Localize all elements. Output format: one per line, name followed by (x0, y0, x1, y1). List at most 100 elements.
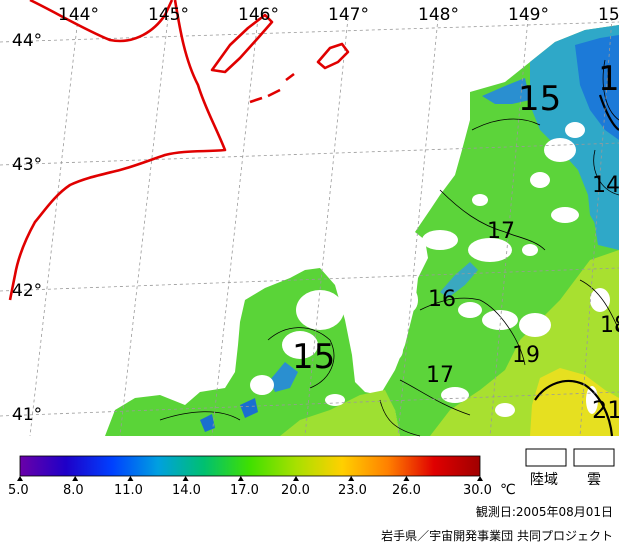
cloud-patch (495, 403, 515, 417)
isotherm-line (579, 279, 619, 331)
cloud-patch (530, 172, 550, 188)
cloud-patch (482, 310, 518, 330)
cloud-patch (250, 375, 274, 395)
sst-cold-spot-sw2 (240, 398, 258, 418)
sst-cold-spot-sw1 (270, 362, 298, 392)
contour-label: 15 (292, 337, 335, 377)
lat-label: 43° (12, 155, 42, 175)
shikotan-island (316, 42, 350, 70)
cloud-patch (325, 394, 345, 406)
colorbar-tick-label: 30.0 (463, 483, 492, 498)
colorbar: 5.0 8.0 11.0 14.0 17.0 20.0 23.0 26.0 30… (8, 455, 516, 498)
contour-label: 14 (592, 173, 619, 198)
colorbar-tick (17, 476, 23, 481)
shiretoko-peninsula (8, 0, 227, 301)
isotherm-line-bold (534, 379, 614, 437)
lon-label: 149° (508, 5, 549, 25)
graticule (0, 17, 619, 437)
colorbar-tick-label: 14.0 (172, 483, 201, 498)
habomai-islets (249, 72, 295, 104)
cloud-patch (468, 238, 512, 262)
isotherm-contours-bold (534, 94, 619, 437)
lat-label: 42° (12, 281, 42, 301)
lon-label: 144° (58, 5, 99, 25)
colorbar-tick-labels: 5.0 8.0 11.0 14.0 17.0 20.0 23.0 26.0 30… (8, 483, 492, 498)
sst-cold-spot-sw3 (200, 414, 215, 432)
colorbar-tick (477, 476, 483, 481)
contour-label: 16 (428, 287, 456, 312)
sst-cold-edge-east (590, 195, 619, 250)
cloud-patch (565, 122, 585, 138)
isotherm-line (379, 399, 421, 437)
lon-label: 145° (148, 5, 189, 25)
meridian-148 (397, 17, 439, 437)
cloud-patch (544, 138, 576, 162)
cloud-patch (296, 290, 344, 330)
land-label: 陸域 (530, 472, 558, 488)
colorbar-gradient (19, 455, 481, 477)
contour-label: 15 (518, 79, 561, 119)
meridian-150 (579, 17, 613, 437)
contour-label: 18 (600, 313, 619, 338)
colorbar-tick (182, 476, 189, 481)
cloud-patch (590, 288, 610, 312)
isotherm-line (439, 189, 546, 251)
lat-label: 44° (12, 31, 42, 51)
meridian-144 (29, 17, 79, 437)
cloud-patch (282, 331, 318, 359)
colorbar-tick-label: 5.0 (8, 483, 29, 498)
credit-text: 岩手県／宇宙開発事業団 共同プロジェクト (381, 528, 613, 543)
cloud-patch (551, 207, 579, 223)
isotherm-line (471, 118, 541, 131)
colorbar-tick-label: 23.0 (338, 483, 367, 498)
cloud-patch (472, 194, 488, 206)
isotherm-line (399, 379, 471, 416)
coastline (8, 0, 350, 301)
colorbar-tick-label: 8.0 (63, 483, 84, 498)
sst-warm-band-sw (280, 390, 400, 436)
colorbar-tick (237, 476, 244, 481)
cloud-swatch (573, 448, 615, 467)
cloud-label: 雲 (587, 472, 601, 488)
isotherm-contours (159, 59, 619, 437)
contour-label: 17 (487, 219, 515, 244)
colorbar-unit: ℃ (500, 482, 516, 498)
sst-cold-streak-north (482, 78, 530, 104)
kunashiri-island (210, 13, 274, 74)
isotherm-line (267, 327, 335, 389)
sst-cold-streak-16 (440, 262, 478, 298)
colorbar-tick-label: 20.0 (281, 483, 310, 498)
isotherm-line-bold (598, 94, 619, 131)
hokkaido-coast-north (29, 0, 174, 43)
land-swatch (525, 448, 567, 467)
colorbar-tick-label: 26.0 (392, 483, 421, 498)
lon-label: 146° (238, 5, 279, 25)
contour-label: 21 (592, 396, 619, 424)
cloud-patch (387, 340, 403, 360)
colorbar-ticks (17, 476, 483, 481)
parallel-42 (0, 267, 619, 292)
contour-label: 1 (598, 59, 619, 99)
cloud-patch (422, 230, 458, 250)
longitude-labels: 144° 145° 146° 147° 148° 149° 15 (58, 5, 619, 25)
meridian-146 (211, 17, 259, 437)
cloud-patch (519, 313, 551, 337)
parallel-43 (0, 142, 619, 166)
contour-label: 17 (426, 363, 454, 388)
colorbar-tick (127, 476, 134, 481)
latitude-labels: 44° 43° 42° 41° (12, 31, 42, 425)
isotherm-line (602, 59, 619, 121)
meridian-147 (304, 17, 349, 437)
colorbar-tick (403, 476, 410, 481)
cloud-patch (458, 302, 482, 318)
cloud-patch (522, 244, 538, 256)
cloud-patch (402, 288, 418, 312)
colorbar-tick-label: 11.0 (114, 483, 143, 498)
cloud-mask (250, 122, 610, 417)
lon-label: 147° (328, 5, 369, 25)
colorbar-tick (72, 476, 79, 481)
lon-label: 148° (418, 5, 459, 25)
contour-label: 19 (512, 343, 540, 368)
cloud-patch (441, 387, 469, 403)
